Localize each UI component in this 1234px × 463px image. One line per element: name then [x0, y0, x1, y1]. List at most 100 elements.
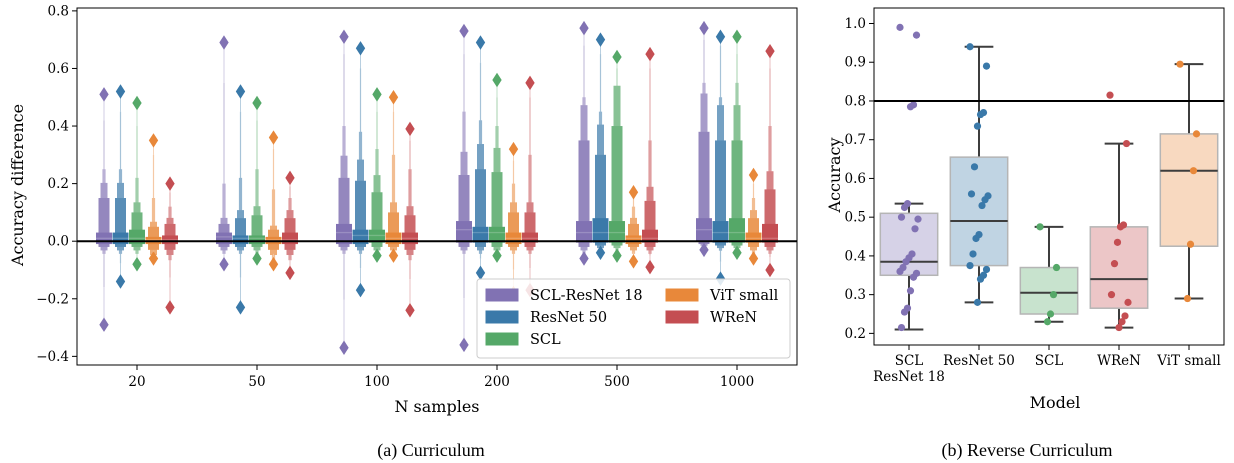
outlier-max — [492, 72, 502, 88]
box-1 — [949, 43, 1009, 306]
boxen-scl-1000 — [729, 29, 745, 260]
data-point — [900, 308, 909, 316]
data-point — [970, 163, 979, 171]
boxen-layer — [595, 154, 606, 246]
boxen-resnet-50-20 — [112, 84, 129, 289]
outlier-max — [372, 87, 382, 102]
data-point — [1115, 323, 1123, 332]
boxen-scl-200 — [489, 72, 505, 263]
boxen-layer — [764, 189, 776, 247]
legend-label: ViT small — [709, 288, 779, 304]
right-x-tick-label: WReN — [1097, 353, 1141, 369]
left-y-tick-label: 0.4 — [48, 119, 69, 135]
data-point — [973, 298, 982, 306]
data-point — [896, 23, 904, 31]
legend-label: SCL — [530, 332, 561, 348]
boxen-layer — [271, 189, 276, 261]
boxen-layer — [609, 221, 625, 243]
boxen-layer — [644, 200, 656, 247]
boxen-layer — [235, 218, 246, 247]
outlier-max — [355, 41, 366, 56]
right-x-tick-label: ViT small — [1156, 353, 1221, 369]
boxen-layer — [642, 229, 658, 243]
left-y-axis-label: Accuracy difference — [8, 104, 27, 267]
boxen-layer — [611, 126, 623, 246]
data-point — [1107, 291, 1116, 299]
left-x-axis-label: N samples — [394, 397, 479, 416]
data-point — [1121, 312, 1129, 320]
boxen-layer — [522, 232, 538, 243]
outlier-min — [372, 248, 382, 263]
left-x-tick-label: 20 — [128, 374, 145, 390]
data-point — [1036, 223, 1044, 231]
boxen-wren-20 — [162, 176, 178, 315]
outlier-max — [579, 20, 589, 36]
boxen-layer — [251, 215, 263, 247]
outlier-min — [235, 300, 246, 315]
data-point — [1122, 139, 1131, 148]
boxen-scl-500 — [609, 49, 625, 263]
outlier-min — [645, 259, 655, 275]
boxen-wren-500 — [642, 46, 658, 275]
boxen-layer — [355, 180, 366, 247]
boxen-resnet-50-100 — [352, 41, 369, 298]
outlier-max — [252, 95, 262, 111]
legend-label: ResNet 50 — [530, 310, 607, 326]
boxen-layer — [232, 235, 249, 245]
box-iqr — [1089, 226, 1149, 309]
legend-swatch — [485, 310, 519, 324]
boxen-layer — [762, 223, 778, 243]
outlier-max — [508, 141, 519, 157]
left-plot-frame — [76, 7, 798, 366]
boxen-plot-curriculum: −0.4 −0.2 0.0 0.2 0.4 0.6 0.8 20 50 100 200 500 1000… — [36, 3, 798, 390]
outlier-max — [235, 84, 246, 99]
boxen-layer — [472, 226, 489, 243]
boxen-layer — [475, 169, 486, 247]
outlier-min — [339, 340, 349, 355]
data-point — [978, 201, 986, 210]
outlier-min — [165, 300, 175, 315]
boxen-scl-resnet-18-500 — [576, 20, 592, 266]
boxen-wren-200 — [522, 75, 538, 298]
outlier-max — [405, 121, 415, 137]
outlier-max — [612, 49, 622, 65]
boxen-wren-1000 — [762, 43, 778, 278]
box-iqr — [879, 212, 939, 277]
box-iqr — [949, 156, 1009, 267]
boxen-vit-small-200 — [505, 141, 522, 301]
data-point — [1106, 91, 1114, 99]
outlier-max — [475, 35, 486, 50]
right-y-tick-label: 0.4 — [845, 248, 866, 264]
boxen-layer — [371, 192, 383, 247]
legend-swatch — [665, 288, 699, 302]
boxen-vit-small-50 — [265, 130, 282, 272]
outlier-min — [475, 265, 486, 281]
boxen-layer — [715, 140, 726, 246]
outlier-min — [268, 256, 279, 272]
left-x-tick-label: 1000 — [720, 374, 754, 390]
boxen-wren-100 — [402, 121, 418, 318]
legend-swatch — [665, 310, 699, 324]
left-y-tick-label: 0.8 — [48, 3, 69, 19]
outlier-min — [388, 248, 399, 263]
outlier-min — [355, 282, 366, 298]
data-point — [914, 215, 922, 223]
data-point — [1046, 310, 1055, 318]
outlier-max — [115, 84, 126, 99]
outlier-max — [765, 43, 775, 59]
outlier-min — [579, 251, 589, 266]
box-iqr — [1159, 133, 1219, 247]
outlier-min — [148, 251, 159, 266]
outlier-max — [595, 32, 606, 47]
legend-swatch — [485, 288, 519, 302]
boxen-scl-resnet-18-50 — [216, 35, 232, 272]
boxen-layer — [524, 212, 536, 247]
data-point — [906, 287, 915, 295]
boxen-layer — [336, 223, 352, 245]
outlier-min — [252, 251, 262, 266]
data-point — [969, 250, 977, 258]
data-point — [1049, 291, 1058, 299]
boxen-scl-resnet-18-20 — [96, 87, 112, 332]
outlier-max — [165, 176, 175, 191]
